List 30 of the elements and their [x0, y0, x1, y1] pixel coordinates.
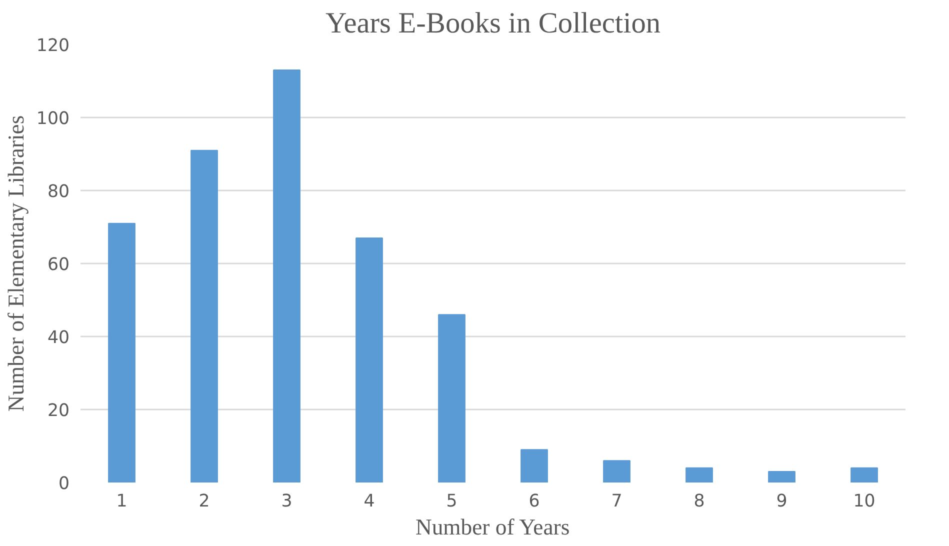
- x-tick-label: 4: [364, 492, 375, 512]
- bar: [603, 460, 630, 482]
- x-tick-label: 1: [116, 492, 128, 512]
- x-tick-label: 6: [528, 492, 540, 512]
- x-tick-label: 8: [694, 492, 705, 512]
- y-tick-label: 20: [47, 401, 70, 421]
- x-tick-label: 5: [446, 492, 458, 512]
- bar: [108, 222, 136, 482]
- y-tick-label: 60: [47, 255, 70, 275]
- bar: [356, 237, 383, 482]
- y-axis-title: Number of Elementary Libraries: [3, 115, 28, 412]
- bar: [190, 150, 218, 482]
- y-tick-label: 100: [36, 109, 70, 129]
- bar: [850, 467, 878, 482]
- y-tick-label: 80: [47, 182, 70, 202]
- bar: [273, 70, 300, 482]
- bar: [520, 449, 548, 482]
- y-tick-label: 0: [58, 474, 70, 494]
- y-tick-label: 120: [36, 36, 70, 56]
- bar: [686, 467, 713, 482]
- x-tick-label: 10: [853, 492, 876, 512]
- bar: [768, 471, 796, 482]
- chart-title: Years E-Books in Collection: [325, 8, 661, 40]
- x-axis-title: Number of Years: [415, 514, 570, 540]
- y-tick-label: 40: [47, 328, 70, 348]
- x-tick-label: 7: [611, 492, 622, 512]
- x-tick-label: 2: [198, 492, 210, 512]
- x-tick-label: 9: [776, 492, 788, 512]
- x-tick-label: 3: [281, 492, 292, 512]
- bar: [438, 314, 466, 482]
